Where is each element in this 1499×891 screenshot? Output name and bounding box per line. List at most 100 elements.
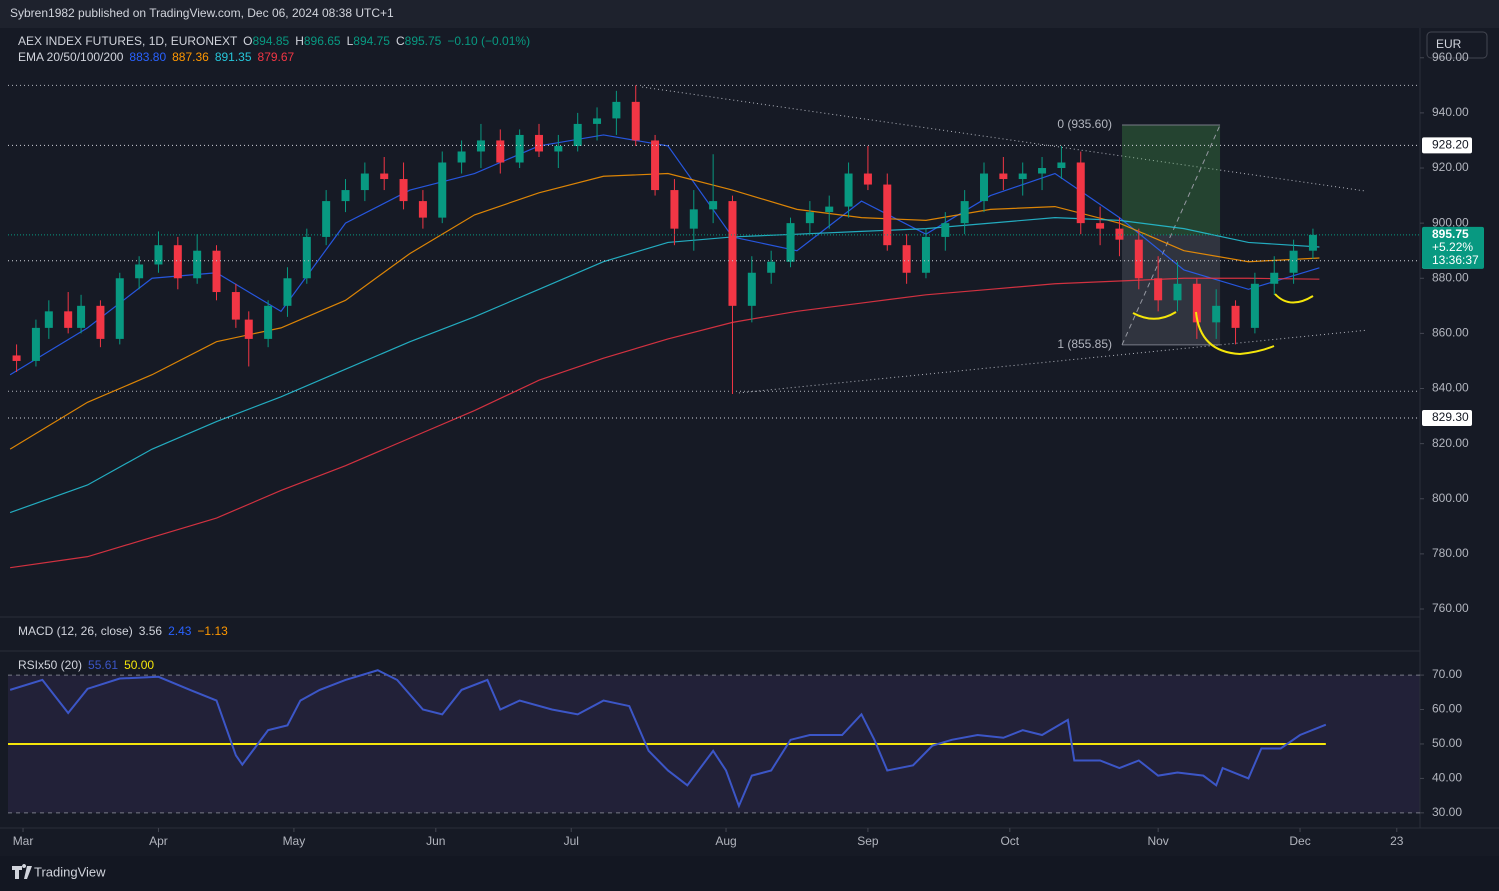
candle-body (1192, 283, 1201, 323)
candle-body (244, 319, 253, 339)
x-tick-label: Jul (564, 834, 579, 848)
drawing (1132, 311, 1177, 320)
y-tick-label: 760.00 (1432, 601, 1469, 615)
x-tick-label: 23 (1390, 834, 1404, 848)
candle-body (515, 134, 524, 163)
candle-body (380, 173, 389, 180)
y-tick-label: 60.00 (1432, 702, 1462, 716)
macd-legend: MACD (12, 26, close) 3.56 2.43 −1.13 (18, 624, 228, 638)
countdown: 13:36:37 (1432, 253, 1479, 267)
candle-body (980, 173, 989, 202)
rsi-line (9, 669, 1327, 809)
y-tick-label: 960.00 (1432, 50, 1469, 64)
candle-body (135, 264, 144, 279)
trendline (642, 86, 1365, 192)
candle-body (231, 292, 240, 320)
y-tick-label: 920.00 (1432, 160, 1469, 174)
candle-body (999, 173, 1008, 180)
y-tick-label: 860.00 (1432, 326, 1469, 340)
candle-body (496, 140, 505, 163)
candle-body (1134, 239, 1143, 279)
x-tick-label: Aug (715, 834, 736, 848)
publisher: Sybren1982 published on TradingView.com,… (10, 6, 394, 20)
chart-background (0, 28, 1499, 856)
ohlc-label: H (295, 34, 304, 48)
ema-line (9, 172, 1320, 450)
ema-line (9, 134, 1320, 376)
ohlc-label: O (243, 34, 252, 48)
y-tick-label: 40.00 (1432, 771, 1462, 785)
candle-body (360, 173, 369, 191)
y-tick-label: 900.00 (1432, 215, 1469, 229)
fib-upper (1122, 125, 1221, 235)
macd-value: 3.56 (139, 624, 163, 638)
candle-body (31, 327, 40, 361)
level-label: 928.20 (1432, 138, 1469, 152)
candle-body (1076, 162, 1085, 224)
ohlc-label: L (347, 34, 354, 48)
candle-body (173, 245, 182, 279)
y-tick-label: 880.00 (1432, 270, 1469, 284)
main-legend: AEX INDEX FUTURES, 1D, EURONEXT O894.85 H8… (18, 34, 530, 48)
candle-body (1250, 283, 1259, 328)
y-tick-label: 780.00 (1432, 546, 1469, 560)
annotations (1132, 293, 1314, 356)
ema-value: 887.36 (172, 50, 209, 64)
rsi-legend: RSIx50 (20) 55.61 50.00 (18, 658, 154, 672)
currency-button[interactable] (1426, 31, 1488, 59)
candle-body (863, 173, 872, 185)
candle-body (709, 201, 718, 210)
candle-body (941, 223, 950, 237)
y-tick-label: 50.00 (1432, 736, 1462, 750)
ema-line (10, 277, 1320, 569)
candle-body (457, 151, 466, 163)
candle-body (1173, 283, 1182, 301)
candle-body (212, 250, 221, 293)
top-bar (0, 0, 1499, 28)
ohlc-value: 896.65 (304, 34, 341, 48)
candle-body (476, 140, 485, 152)
candle-body (631, 101, 640, 141)
candle-body (1096, 223, 1105, 229)
candle-body (77, 305, 86, 328)
macd-title: MACD (12, 26, close) (18, 624, 133, 638)
x-tick-label: Mar (13, 834, 34, 848)
candle-body (1289, 250, 1298, 273)
rsi-title: RSIx50 (20) (18, 658, 82, 672)
candle-body (1057, 162, 1066, 169)
x-tick-label: Jun (426, 834, 445, 848)
footer (0, 856, 1499, 891)
candle-body (534, 134, 543, 152)
fib-label: 0 (935.60) (1057, 117, 1112, 131)
candle-body (960, 201, 969, 224)
candle-body (64, 311, 73, 328)
candle-body (418, 201, 427, 218)
candle-body (1038, 168, 1047, 174)
candle-body (825, 206, 834, 213)
candle-body (1231, 305, 1240, 328)
drawing (1195, 311, 1275, 356)
candle-body (302, 236, 311, 279)
candle-body (689, 209, 698, 229)
x-tick-label: Nov (1147, 834, 1168, 848)
candle-body (264, 305, 273, 339)
candle-body (612, 101, 621, 119)
candle-body (651, 140, 660, 191)
candle-body (747, 272, 756, 306)
candle-body (728, 201, 737, 306)
level-label: 829.30 (1432, 410, 1469, 424)
last-price: 895.75 (1432, 227, 1469, 241)
ema-title: EMA 20/50/100/200 (18, 50, 124, 64)
candle-body (767, 261, 776, 273)
candle-body (96, 305, 105, 339)
candle-body (438, 162, 447, 218)
candle-body (844, 173, 853, 207)
candle-body (399, 179, 408, 202)
y-tick-label: 940.00 (1432, 105, 1469, 119)
currency[interactable]: EUR (1436, 37, 1462, 51)
candle-body (1308, 234, 1317, 251)
candle-body (573, 123, 582, 146)
ema-value: 883.80 (129, 50, 166, 64)
y-tick-label: 820.00 (1432, 436, 1469, 450)
